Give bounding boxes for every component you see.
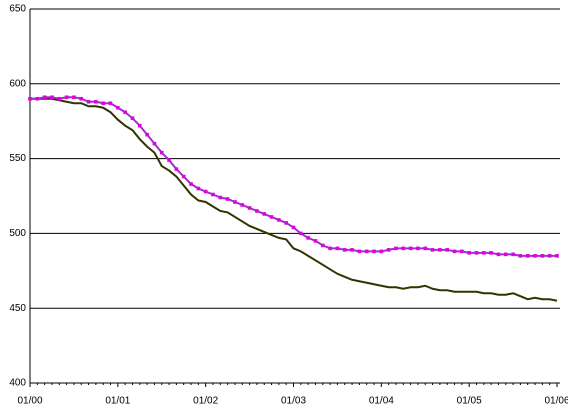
marker [218, 195, 223, 200]
marker [452, 249, 457, 254]
marker [496, 252, 501, 257]
marker [335, 246, 340, 251]
marker [57, 96, 62, 101]
marker [255, 209, 259, 213]
marker [357, 249, 362, 254]
marker [474, 251, 479, 255]
y-tick-label: 450 [9, 303, 26, 314]
y-tick-label: 400 [9, 378, 26, 389]
x-tick-label: 01/01 [105, 396, 130, 407]
marker [342, 248, 347, 252]
marker [50, 95, 54, 100]
y-tick-label: 550 [9, 153, 26, 164]
y-tick-label: 650 [9, 4, 26, 15]
x-tick-label: 01/06 [544, 396, 568, 407]
marker [94, 99, 98, 104]
marker [525, 254, 530, 258]
marker [123, 110, 127, 115]
marker [86, 99, 91, 104]
marker [416, 246, 420, 251]
marker [533, 254, 537, 258]
marker [72, 95, 76, 100]
marker [181, 174, 186, 179]
marker [320, 243, 325, 248]
marker [189, 182, 193, 186]
marker [196, 186, 201, 191]
marker [42, 95, 47, 100]
marker [518, 254, 523, 258]
y-tick-label: 500 [9, 228, 26, 239]
marker [555, 254, 559, 258]
marker [313, 239, 318, 243]
marker [445, 248, 450, 252]
x-tick-label: 01/00 [17, 396, 42, 407]
marker [489, 251, 493, 255]
marker [350, 248, 354, 252]
marker [137, 123, 142, 128]
marker [328, 246, 332, 251]
marker [511, 252, 515, 257]
marker [159, 150, 164, 155]
y-tick-label: 600 [9, 78, 26, 89]
marker [430, 248, 435, 252]
marker [225, 197, 230, 201]
marker [130, 116, 135, 121]
marker [438, 248, 442, 252]
marker [233, 200, 237, 204]
line-series [30, 96, 557, 257]
x-tick-label: 01/05 [457, 396, 482, 407]
marker [35, 96, 40, 101]
marker [423, 246, 428, 251]
marker [482, 251, 486, 255]
marker [262, 212, 267, 216]
marker [372, 249, 376, 254]
marker [386, 248, 391, 252]
marker [460, 249, 464, 254]
marker [540, 254, 545, 258]
x-tick-label: 01/03 [281, 396, 306, 407]
x-tick-label: 01/02 [193, 396, 218, 407]
marker [247, 206, 252, 210]
marker [240, 203, 245, 207]
marker [401, 246, 406, 251]
marker [79, 96, 84, 101]
marker [269, 215, 274, 219]
marker [503, 252, 508, 257]
marker [394, 246, 398, 251]
marker [174, 167, 179, 171]
marker [299, 231, 303, 236]
marker [152, 141, 157, 146]
marker [547, 254, 552, 258]
marker [28, 96, 32, 101]
marker [277, 218, 281, 222]
marker [203, 189, 208, 194]
line-series [30, 97, 558, 302]
marker [167, 158, 171, 162]
marker [379, 249, 384, 254]
marker [108, 101, 113, 106]
x-tick-label: 01/04 [369, 396, 394, 407]
marker [408, 246, 413, 251]
marker [306, 236, 310, 240]
marker [467, 251, 471, 255]
marker [364, 249, 369, 254]
marker [284, 221, 288, 225]
marker [211, 192, 215, 197]
marker [291, 225, 296, 230]
marker [101, 101, 105, 106]
marker [116, 105, 120, 110]
marker [64, 95, 69, 100]
marker [145, 132, 149, 137]
